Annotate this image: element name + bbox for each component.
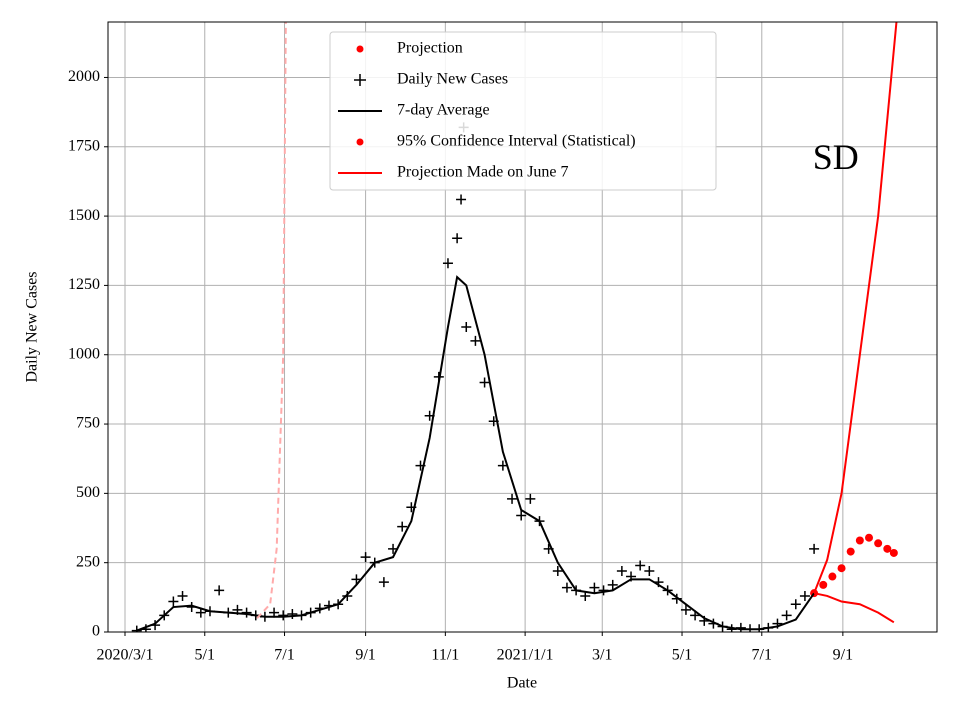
case-marker [456, 194, 467, 205]
series-line [813, 22, 898, 594]
plot-area [131, 22, 898, 632]
projection-point [865, 533, 874, 542]
case-marker [809, 543, 820, 554]
case-marker [680, 604, 691, 615]
case-marker [644, 566, 655, 576]
legend: Projection Daily New Cases 7-day Average 95… [329, 31, 717, 191]
case-marker [168, 596, 179, 607]
case-marker [214, 585, 225, 596]
case-marker [781, 610, 792, 621]
series-line [256, 22, 287, 619]
x-tick-label: 9/1 [833, 647, 853, 664]
legend-marker [354, 74, 366, 86]
case-marker [177, 590, 188, 601]
y-tick-label: 750 [76, 415, 100, 432]
case-marker [397, 521, 408, 532]
legend-label: Daily New Cases [397, 71, 508, 88]
x-tick-label: 2021/1/1 [497, 647, 554, 664]
x-tick-label: 2020/3/1 [97, 647, 154, 664]
ticks: 0 250 500 750 1000 1250 1500 1750 2000 2020/3/1 5/… [68, 68, 853, 664]
grid [108, 22, 937, 633]
projection-point [837, 564, 846, 573]
case-marker [507, 493, 518, 504]
y-tick-label: 1000 [68, 345, 100, 362]
case-marker [287, 608, 298, 619]
x-tick-label: 7/1 [274, 647, 294, 664]
legend-marker [356, 45, 364, 53]
case-marker [479, 377, 490, 388]
legend-marker [356, 138, 364, 146]
case-marker [525, 493, 536, 504]
case-marker [360, 552, 371, 563]
x-tick-label: 3/1 [592, 647, 612, 664]
y-tick-label: 500 [76, 484, 100, 501]
y-tick-label: 1500 [68, 207, 100, 224]
case-marker [378, 577, 389, 588]
series-line [136, 275, 815, 632]
case-marker [516, 510, 527, 521]
y-tick-label: 250 [76, 553, 100, 570]
annotation: SD [813, 137, 859, 177]
y-tick-label: 1250 [68, 276, 100, 293]
case-marker [552, 566, 563, 576]
x-tick-label: 5/1 [195, 647, 215, 664]
axes-frame [107, 21, 938, 633]
case-marker [799, 590, 810, 601]
x-tick-label: 11/1 [431, 647, 459, 664]
case-marker [607, 579, 618, 590]
case-marker [561, 582, 572, 593]
case-marker [635, 560, 646, 571]
projection-point [819, 580, 828, 589]
x-axis-label: Date [507, 675, 537, 692]
legend-box [329, 31, 717, 191]
y-tick-label: 1750 [68, 137, 100, 154]
y-tick-label: 0 [92, 623, 100, 640]
case-marker [616, 566, 627, 576]
projection-point [846, 547, 855, 556]
projection-point [828, 572, 837, 581]
case-marker [461, 322, 472, 332]
case-marker [589, 582, 600, 593]
projection-point [883, 544, 892, 553]
projection-point [889, 548, 898, 557]
legend-label: 7-day Average [397, 102, 490, 119]
series-line [813, 592, 895, 624]
projection-point [855, 536, 864, 545]
case-marker [790, 599, 801, 610]
legend-label: 95% Confidence Interval (Statistical) [397, 133, 636, 150]
x-tick-label: 5/1 [672, 647, 692, 664]
case-marker [452, 233, 463, 244]
case-marker [470, 335, 481, 346]
y-axis-label: Daily New Cases [24, 271, 41, 382]
y-tick-label: 2000 [68, 68, 100, 85]
x-tick-label: 7/1 [752, 647, 772, 664]
case-marker [278, 610, 289, 621]
case-marker [442, 258, 453, 269]
x-tick-label: 9/1 [355, 647, 375, 664]
case-marker [241, 607, 252, 618]
legend-label: Projection Made on June 7 [397, 164, 569, 181]
legend-label: Projection [397, 40, 463, 57]
projection-point [874, 539, 883, 548]
